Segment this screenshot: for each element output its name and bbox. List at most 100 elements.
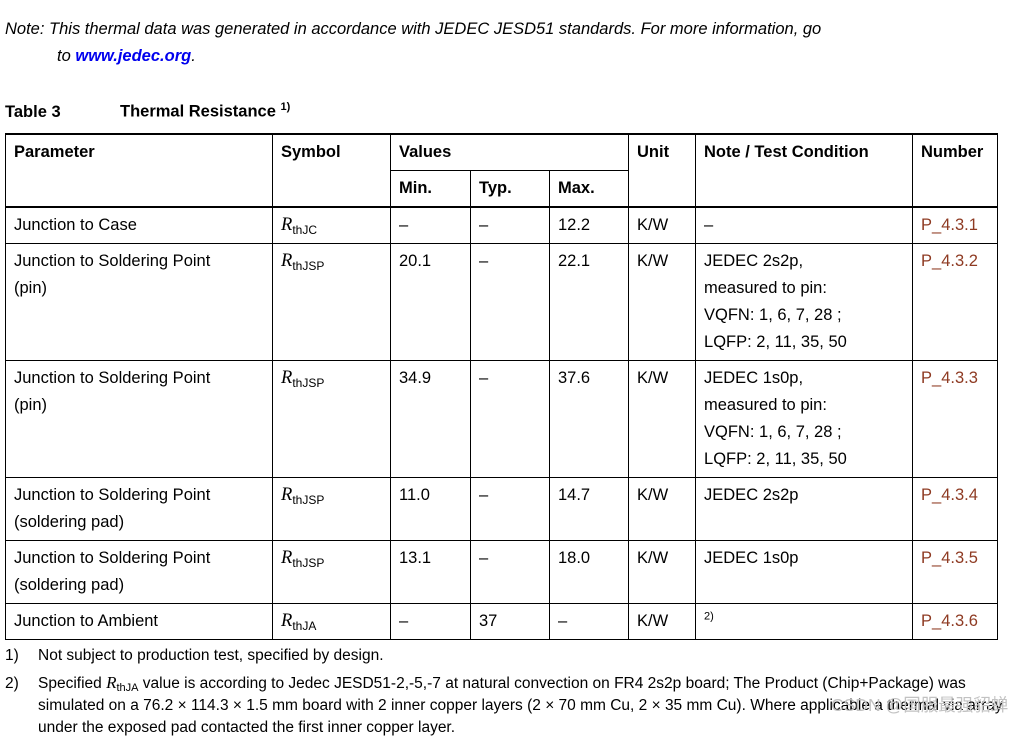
symbol-subscript: thJSP xyxy=(292,375,325,390)
cell-max: 12.2 xyxy=(548,206,630,244)
cell-min: 13.1 xyxy=(390,539,471,604)
cell-max: 37.6 xyxy=(548,359,630,478)
note-line2-prefix: to xyxy=(57,47,76,65)
cell-number: P_4.3.2 xyxy=(912,242,999,361)
number-link[interactable]: P_4.3.4 xyxy=(921,485,978,504)
note-suffix: . xyxy=(191,47,196,65)
header-max: Max. xyxy=(548,169,630,208)
cell-note: – xyxy=(695,206,914,244)
cell-symbol: RthJSP xyxy=(272,476,391,541)
footnote-marker: 1) xyxy=(5,646,19,664)
cell-typ: – xyxy=(470,242,550,361)
symbol-subscript: thJSP xyxy=(292,258,325,273)
header-values: Values xyxy=(389,133,630,171)
cell-note: JEDEC 2s2p xyxy=(695,476,914,541)
number-link[interactable]: P_4.3.6 xyxy=(921,611,978,630)
header-typ: Typ. xyxy=(470,169,550,208)
cell-typ: 37 xyxy=(470,602,550,640)
cell-unit: K/W xyxy=(628,539,697,604)
table-row: Junction to Case RthJC – – 12.2 K/W – P_… xyxy=(5,206,999,244)
number-link[interactable]: P_4.3.3 xyxy=(921,368,978,387)
cell-number: P_4.3.3 xyxy=(912,359,999,478)
cell-min: 11.0 xyxy=(390,476,471,541)
cell-symbol: RthJSP xyxy=(272,539,391,604)
table-row: Junction to Soldering Point (pin) RthJSP… xyxy=(5,359,999,478)
cell-number: P_4.3.4 xyxy=(912,476,999,541)
cell-min: 34.9 xyxy=(390,359,471,478)
cell-typ: – xyxy=(470,359,550,478)
symbol-base: R xyxy=(281,484,293,505)
cell-unit: K/W xyxy=(628,476,697,541)
symbol-base: R xyxy=(281,367,293,388)
cell-parameter: Junction to Case xyxy=(5,206,273,244)
table-caption-text: Thermal Resistance xyxy=(120,102,281,121)
cell-note: JEDEC 1s0p xyxy=(695,539,914,604)
cell-max: 18.0 xyxy=(548,539,630,604)
cell-typ: – xyxy=(470,476,550,541)
cell-min: 20.1 xyxy=(390,242,471,361)
footnote-text-pre: Specified xyxy=(38,674,102,692)
table-caption-label: Table 3 xyxy=(5,102,61,121)
document-page: Note: This thermal data was generated in… xyxy=(0,16,1009,736)
footnote-text: Not subject to production test, specifie… xyxy=(38,646,384,664)
cell-number: P_4.3.1 xyxy=(912,206,999,244)
cell-typ: – xyxy=(470,206,550,244)
footnote-marker: 2) xyxy=(5,674,19,692)
cell-symbol: RthJC xyxy=(272,206,391,244)
cell-symbol: RthJA xyxy=(272,602,391,640)
symbol-base: R xyxy=(106,672,117,692)
cell-unit: K/W xyxy=(628,602,697,640)
symbol-subscript: thJSP xyxy=(292,492,325,507)
symbol-base: R xyxy=(281,250,293,271)
symbol-base: R xyxy=(281,610,293,631)
table-row: Junction to Soldering Point (soldering p… xyxy=(5,539,999,604)
cell-min: – xyxy=(390,602,471,640)
table-row: Junction to Soldering Point (soldering p… xyxy=(5,476,999,541)
number-link[interactable]: P_4.3.1 xyxy=(921,215,978,234)
cell-symbol: RthJSP xyxy=(272,359,391,478)
symbol-subscript: thJSP xyxy=(292,555,325,570)
cell-max: – xyxy=(548,602,630,640)
symbol-subscript: thJA xyxy=(116,681,139,694)
table-row: Junction to Soldering Point (pin) RthJSP… xyxy=(5,242,999,361)
cell-note: JEDEC 1s0p, measured to pin: VQFN: 1, 6,… xyxy=(695,359,914,478)
cell-parameter: Junction to Ambient xyxy=(5,602,273,640)
number-link[interactable]: P_4.3.2 xyxy=(921,251,978,270)
header-min: Min. xyxy=(390,169,471,208)
cell-number: P_4.3.6 xyxy=(912,602,999,640)
symbol-subscript: thJC xyxy=(292,222,317,237)
header-symbol: Symbol xyxy=(272,133,391,208)
header-unit: Unit xyxy=(628,133,697,208)
cell-parameter: Junction to Soldering Point (pin) xyxy=(5,242,273,361)
table-caption: Table 3 Thermal Resistance 1) xyxy=(5,101,1004,122)
cell-typ: – xyxy=(470,539,550,604)
table-caption-footnote-ref: 1) xyxy=(280,101,291,113)
cell-number: P_4.3.5 xyxy=(912,539,999,604)
cell-note: JEDEC 2s2p, measured to pin: VQFN: 1, 6,… xyxy=(695,242,914,361)
footnote-1: 1) Not subject to production test, specif… xyxy=(5,645,1004,667)
cell-max: 22.1 xyxy=(548,242,630,361)
thermal-resistance-table: Parameter Symbol Values Unit Note / Test… xyxy=(5,132,999,640)
cell-symbol: RthJSP xyxy=(272,242,391,361)
cell-max: 14.7 xyxy=(548,476,630,541)
cell-note: 2) xyxy=(695,602,914,640)
cell-parameter: Junction to Soldering Point (pin) xyxy=(5,359,273,478)
number-link[interactable]: P_4.3.5 xyxy=(921,548,978,567)
header-number: Number xyxy=(912,133,999,208)
symbol-base: R xyxy=(281,547,293,568)
cell-parameter: Junction to Soldering Point (soldering p… xyxy=(5,476,273,541)
symbol-subscript: thJA xyxy=(292,618,317,633)
cell-min: – xyxy=(390,206,471,244)
table-row: Junction to Ambient RthJA – 37 – K/W 2) … xyxy=(5,602,999,640)
cell-parameter: Junction to Soldering Point (soldering p… xyxy=(5,539,273,604)
symbol-base: R xyxy=(281,214,293,235)
cell-unit: K/W xyxy=(628,359,697,478)
note-line1: Note: This thermal data was generated in… xyxy=(5,20,822,38)
header-parameter: Parameter xyxy=(5,133,273,208)
header-note: Note / Test Condition xyxy=(695,133,914,208)
cell-unit: K/W xyxy=(628,242,697,361)
jedec-link[interactable]: www.jedec.org xyxy=(75,47,192,65)
watermark: CSDN @国服最强貂蝉 xyxy=(831,695,1009,715)
top-note: Note: This thermal data was generated in… xyxy=(5,16,1004,70)
cell-unit: K/W xyxy=(628,206,697,244)
